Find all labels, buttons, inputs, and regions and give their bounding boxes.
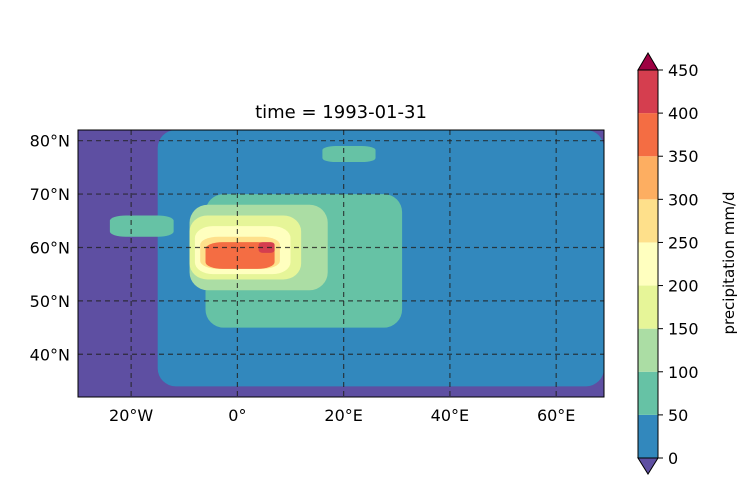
- contour-region-8: [205, 242, 275, 269]
- colorbar-tick-label: 150: [668, 320, 699, 339]
- contour-region-2: [109, 215, 174, 237]
- y-tick-label: 70°N: [30, 185, 70, 204]
- colorbar-tick-label: 50: [668, 406, 688, 425]
- y-tick-label: 50°N: [30, 292, 70, 311]
- colorbar-segment: [638, 156, 658, 200]
- x-tick-label: 20°E: [324, 406, 362, 425]
- colorbar-tick-label: 450: [668, 61, 699, 80]
- colorbar-tick-label: 250: [668, 233, 699, 252]
- colorbar-segment: [638, 371, 658, 415]
- colorbar-tick-label: 400: [668, 104, 699, 123]
- colorbar-segment: [638, 113, 658, 157]
- x-tick-label: 60°E: [537, 406, 575, 425]
- colorbar-tick-label: 350: [668, 147, 699, 166]
- x-tick-label: 20°W: [109, 406, 153, 425]
- colorbar-over-arrow: [637, 52, 659, 71]
- colorbar-segment: [638, 328, 658, 372]
- colorbar-tick-label: 0: [668, 449, 678, 468]
- map-frame: [77, 129, 605, 398]
- colorbar-tick-label: 100: [668, 363, 699, 382]
- contour-region-9: [258, 242, 275, 253]
- contour-region-3: [322, 146, 376, 163]
- colorbar-frame: [637, 69, 659, 459]
- y-tick-label: 40°N: [30, 345, 70, 364]
- colorbar-tick-label: 300: [668, 190, 699, 209]
- x-tick-label: 40°E: [431, 406, 469, 425]
- colorbar-tick-label: 200: [668, 277, 699, 296]
- x-tick-label: 0°: [228, 406, 246, 425]
- map-plot: [78, 130, 604, 397]
- colorbar-segment: [638, 414, 658, 458]
- colorbar-segment: [638, 285, 658, 329]
- colorbar-segment: [638, 70, 658, 114]
- chart-title: time = 1993-01-31: [255, 102, 427, 123]
- y-tick-label: 60°N: [30, 238, 70, 257]
- colorbar-segment: [638, 242, 658, 286]
- colorbar-label: precipitation mm/d: [720, 191, 738, 334]
- colorbar-segment: [638, 199, 658, 243]
- colorbar: 0 50 100 150 200 250 300 350 400 450: [637, 52, 699, 475]
- y-tick-label: 80°N: [30, 132, 70, 151]
- colorbar-under-arrow: [637, 457, 659, 475]
